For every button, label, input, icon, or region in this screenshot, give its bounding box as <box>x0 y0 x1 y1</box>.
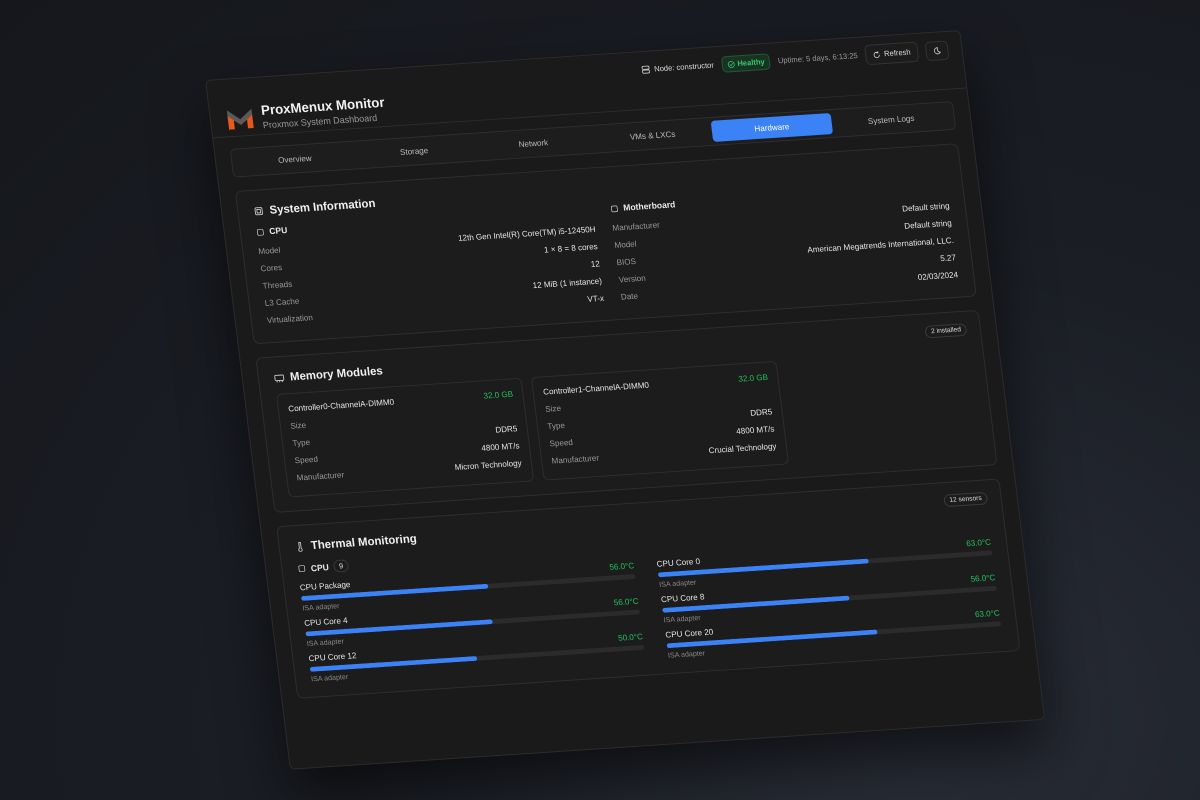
tab-hardware[interactable]: Hardware <box>710 112 833 142</box>
row-value: Crucial Technology <box>708 441 777 456</box>
row-value: 4800 MT/s <box>735 423 775 436</box>
row-label: L3 Cache <box>264 295 300 308</box>
row-value: 12 MiB (1 instance) <box>532 275 603 291</box>
row-label: Cores <box>259 262 283 274</box>
row-label: Speed <box>548 437 574 449</box>
refresh-icon <box>873 50 880 58</box>
row-label: Date <box>620 290 639 302</box>
row-label: Manufacturer <box>611 219 661 233</box>
tab-network[interactable]: Network <box>518 137 549 150</box>
server-icon <box>642 65 651 74</box>
sensor-temp: 63.0°C <box>965 536 992 549</box>
sensor-temp: 56.0°C <box>608 560 635 572</box>
card-title-text: System Information <box>268 196 377 217</box>
thermal-monitoring-card: Thermal Monitoring 12 sensors CPU 9 CPU P… <box>276 478 1021 699</box>
sensor-group-title: CPU <box>310 561 330 573</box>
sensor-temp: 56.0°C <box>970 572 996 584</box>
row-label: Size <box>289 420 307 431</box>
memory-modules-card: Memory Modules 2 installed Controller0-C… <box>255 309 998 513</box>
system-information-title: System Information <box>253 159 946 218</box>
node-indicator: Node: constructor <box>641 61 714 74</box>
moon-icon <box>934 46 941 54</box>
memory-module: Controller1-ChannelA-DIMM0 32.0 GB Size Typ… <box>530 360 790 481</box>
sensor-name: CPU Core 12 <box>308 650 357 664</box>
row-value: 12 <box>590 258 601 269</box>
row-value: 5.27 <box>939 252 957 264</box>
theme-toggle-button[interactable] <box>924 40 950 61</box>
row-value: 4800 MT/s <box>480 440 520 453</box>
row-label: Size <box>544 403 562 414</box>
row-label: Model <box>257 245 281 257</box>
memory-module: Controller0-ChannelA-DIMM0 32.0 GB Size Typ… <box>276 377 535 498</box>
sensor-name: CPU Core 20 <box>664 626 714 640</box>
status-bar: Node: constructor Healthy Uptime: 5 days… <box>641 40 950 80</box>
tab-vms-lxcs[interactable]: VMs & LXCs <box>629 129 676 142</box>
row-value: VT-x <box>586 293 605 304</box>
proxmenux-logo-icon <box>226 108 254 130</box>
row-value: Default string <box>903 217 953 231</box>
motherboard-section: Motherboard Manufacturer Default string Mo… <box>610 182 960 306</box>
row-label: Model <box>613 238 638 250</box>
row-label: Version <box>618 273 647 285</box>
tab-system-logs[interactable]: System Logs <box>867 113 915 126</box>
tab-overview[interactable]: Overview <box>277 153 313 165</box>
motherboard-icon <box>610 205 618 212</box>
refresh-button[interactable]: Refresh <box>864 41 920 66</box>
card-title-text: Thermal Monitoring <box>310 531 418 552</box>
row-label: Speed <box>294 454 319 466</box>
thermometer-icon <box>298 541 303 552</box>
row-value: 02/03/2024 <box>917 269 959 282</box>
row-value: DDR5 <box>749 406 773 418</box>
card-title-text: Memory Modules <box>289 363 384 384</box>
sensor-temp: 50.0°C <box>617 631 644 643</box>
header: ProxMenux Monitor Proxmox System Dashboa… <box>206 31 967 139</box>
row-label: Type <box>546 420 566 432</box>
brand: ProxMenux Monitor Proxmox System Dashboa… <box>224 94 387 133</box>
refresh-label: Refresh <box>883 47 912 59</box>
row-value: 1 × 8 = 8 cores <box>543 241 599 255</box>
tab-storage[interactable]: Storage <box>399 145 429 157</box>
row-label: Threads <box>262 279 293 291</box>
app-window: ProxMenux Monitor Proxmox System Dashboa… <box>205 30 1046 770</box>
module-size: 32.0 GB <box>482 388 514 401</box>
row-label: Manufacturer <box>551 452 600 466</box>
cpu-icon <box>298 565 306 572</box>
sensor-group-count: 9 <box>332 559 350 573</box>
row-label: Virtualization <box>266 312 314 326</box>
sensor-name: CPU Core 0 <box>656 556 701 569</box>
cpu-title: CPU <box>268 225 288 237</box>
module-size: 32.0 GB <box>737 372 769 384</box>
motherboard-title: Motherboard <box>622 199 676 213</box>
health-badge: Healthy <box>720 53 772 73</box>
sensor-name: CPU Package <box>299 579 351 593</box>
memory-icon <box>274 374 285 382</box>
sensor-name: CPU Core 4 <box>303 615 349 628</box>
row-label: BIOS <box>616 256 637 268</box>
row-value: Default string <box>901 200 951 214</box>
row-label: Type <box>291 437 311 448</box>
row-value: DDR5 <box>494 423 518 435</box>
check-circle-icon <box>727 60 735 68</box>
uptime: Uptime: 5 days, 6:13:25 <box>777 51 859 66</box>
health-label: Healthy <box>736 57 766 68</box>
sensor-temp: 56.0°C <box>613 596 640 608</box>
sensor-name: CPU Core 8 <box>660 591 705 605</box>
row-value: Micron Technology <box>454 457 523 472</box>
sensor-temp: 63.0°C <box>974 607 1001 620</box>
cpu-icon <box>256 228 264 236</box>
system-information-card: System Information CPU Model 12th Gen Int… <box>234 143 977 345</box>
node-name: Node: constructor <box>653 60 715 74</box>
cpu-chip-icon <box>254 206 263 215</box>
row-label: Manufacturer <box>296 469 345 483</box>
cpu-section: CPU Model 12th Gen Intel(R) Core(TM) i5-1… <box>256 205 606 329</box>
